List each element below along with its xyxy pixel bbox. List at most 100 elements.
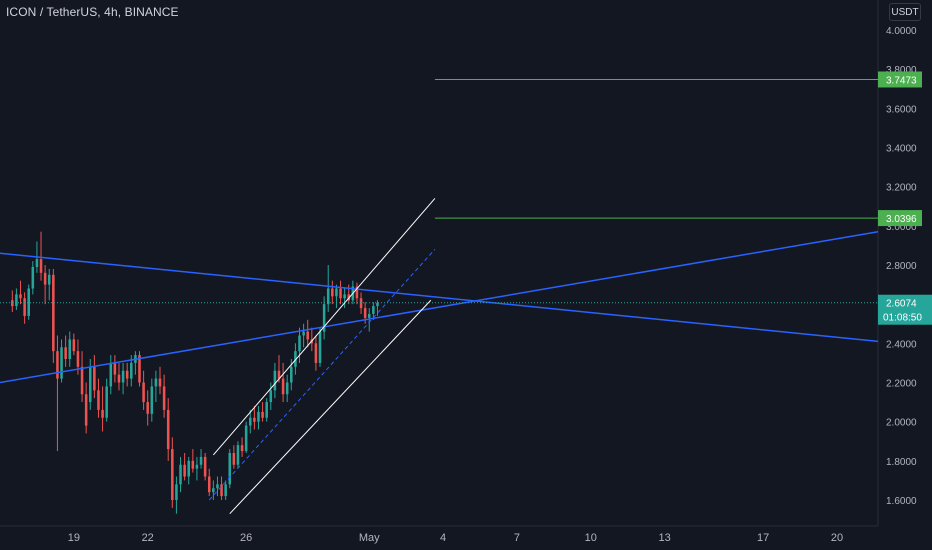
- candle-body[interactable]: [125, 370, 129, 379]
- candle-body[interactable]: [228, 453, 232, 485]
- trendline[interactable]: [0, 252, 879, 343]
- price-tick-label: 1.8000: [886, 457, 917, 468]
- candle-body[interactable]: [88, 366, 92, 403]
- candle-body[interactable]: [203, 456, 207, 477]
- candle-body[interactable]: [207, 476, 211, 493]
- candle-body[interactable]: [146, 402, 149, 414]
- candle-body[interactable]: [355, 286, 359, 299]
- symbol-title[interactable]: ICON / TetherUS, 4h, BINANCE: [6, 5, 179, 19]
- candle-body[interactable]: [269, 390, 273, 403]
- candle-body[interactable]: [84, 394, 88, 426]
- candle-body[interactable]: [285, 382, 289, 395]
- channel-line[interactable]: [229, 299, 432, 515]
- candle-body[interactable]: [72, 339, 76, 352]
- currency-button[interactable]: USDT: [889, 3, 921, 21]
- candle-body[interactable]: [35, 259, 39, 267]
- candle-body[interactable]: [19, 294, 22, 299]
- candle-body[interactable]: [187, 460, 191, 477]
- candle-body[interactable]: [236, 445, 240, 465]
- candle-body[interactable]: [281, 378, 285, 395]
- candle-body[interactable]: [216, 484, 219, 489]
- candle-body[interactable]: [232, 453, 236, 465]
- candle-body[interactable]: [142, 382, 145, 403]
- candle-body[interactable]: [183, 464, 186, 477]
- trendline[interactable]: [0, 230, 879, 384]
- candle-body[interactable]: [224, 484, 227, 497]
- candle-body[interactable]: [68, 339, 72, 359]
- candle-body[interactable]: [97, 390, 100, 410]
- candle-body[interactable]: [335, 288, 338, 297]
- candle-body[interactable]: [23, 298, 26, 316]
- candle-body[interactable]: [331, 288, 334, 297]
- candle-body[interactable]: [306, 331, 309, 340]
- candle-body[interactable]: [302, 331, 305, 336]
- channel-line[interactable]: [212, 198, 436, 456]
- candle-body[interactable]: [52, 274, 55, 352]
- time-tick-label: 19: [68, 532, 80, 544]
- price-tick-label: 3.6000: [886, 104, 917, 115]
- candle-body[interactable]: [80, 366, 84, 395]
- candle-body[interactable]: [277, 370, 281, 379]
- candle-body[interactable]: [27, 288, 30, 316]
- candle-body[interactable]: [15, 294, 18, 307]
- candle-body[interactable]: [101, 409, 104, 418]
- candle-body[interactable]: [322, 304, 326, 332]
- candle-body[interactable]: [56, 351, 59, 379]
- channel-midline[interactable]: [208, 248, 436, 501]
- candle-body[interactable]: [191, 460, 195, 469]
- candle-body[interactable]: [339, 288, 342, 299]
- candle-body[interactable]: [93, 366, 96, 391]
- candle-body[interactable]: [376, 302, 379, 307]
- candle-body[interactable]: [31, 266, 35, 289]
- candle-body[interactable]: [76, 351, 80, 367]
- candle-body[interactable]: [240, 445, 244, 452]
- candle-body[interactable]: [158, 378, 162, 387]
- candle-body[interactable]: [265, 402, 268, 418]
- candle-body[interactable]: [257, 411, 260, 422]
- candle-body[interactable]: [171, 449, 174, 500]
- candle-body[interactable]: [150, 386, 154, 414]
- candle-body[interactable]: [326, 288, 330, 305]
- candle-body[interactable]: [130, 362, 133, 379]
- candle-body[interactable]: [244, 425, 248, 452]
- candle-body[interactable]: [248, 417, 252, 426]
- candle-body[interactable]: [179, 464, 182, 485]
- candle-body[interactable]: [318, 331, 322, 363]
- candle-body[interactable]: [162, 386, 166, 410]
- candle-body[interactable]: [343, 294, 346, 299]
- candle-body[interactable]: [273, 370, 277, 391]
- candle-body[interactable]: [195, 464, 199, 469]
- candle-body[interactable]: [175, 484, 178, 500]
- candle-body[interactable]: [298, 335, 301, 352]
- candle-body[interactable]: [253, 417, 256, 422]
- candle-body[interactable]: [367, 313, 371, 318]
- candle-body[interactable]: [261, 411, 264, 418]
- candle-body[interactable]: [121, 370, 125, 383]
- candle-body[interactable]: [43, 272, 47, 285]
- candle-body[interactable]: [290, 366, 293, 383]
- price-tick-label: 3.4000: [886, 144, 917, 155]
- candle-body[interactable]: [138, 355, 141, 383]
- candle-body[interactable]: [220, 484, 223, 497]
- candle-body[interactable]: [113, 362, 117, 375]
- candle-body[interactable]: [212, 488, 215, 493]
- price-tick-label: 2.4000: [886, 339, 917, 350]
- candle-body[interactable]: [154, 378, 158, 387]
- candle-body[interactable]: [60, 347, 63, 379]
- candle-body[interactable]: [372, 306, 375, 314]
- candle-body[interactable]: [47, 274, 51, 285]
- candle-body[interactable]: [314, 343, 318, 363]
- candle-body[interactable]: [64, 347, 67, 359]
- candle-body[interactable]: [359, 298, 363, 309]
- candle-body[interactable]: [294, 351, 297, 367]
- candle-body[interactable]: [39, 259, 43, 273]
- candle-body[interactable]: [347, 294, 351, 301]
- candle-body[interactable]: [105, 386, 108, 418]
- candle-body[interactable]: [166, 409, 170, 450]
- candle-body[interactable]: [363, 308, 367, 318]
- candle-body[interactable]: [117, 374, 121, 383]
- candle-body[interactable]: [109, 362, 113, 387]
- candle-body[interactable]: [199, 456, 203, 465]
